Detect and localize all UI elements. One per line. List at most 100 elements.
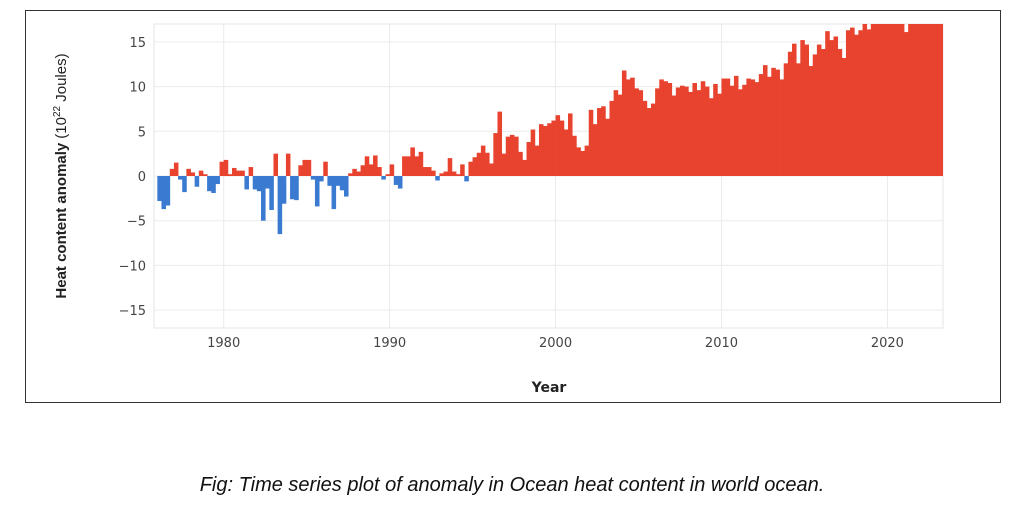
y-axis-unit-exponent: 22 xyxy=(52,105,63,117)
bar xyxy=(584,145,590,176)
bar xyxy=(792,43,797,176)
bar xyxy=(597,108,602,176)
bar xyxy=(381,176,386,180)
bar xyxy=(796,63,801,177)
bar xyxy=(771,67,776,176)
bar xyxy=(825,31,830,177)
y-tick-label: −5 xyxy=(127,215,146,230)
bar xyxy=(874,24,880,176)
bar xyxy=(265,176,270,189)
bar xyxy=(294,176,299,201)
bar xyxy=(240,170,245,176)
figure-caption: Fig: Time series plot of anomaly in Ocea… xyxy=(199,474,825,496)
bar xyxy=(252,176,258,190)
bar xyxy=(800,40,805,176)
bar xyxy=(642,100,648,176)
bar xyxy=(343,176,349,197)
bar xyxy=(290,176,295,200)
bar xyxy=(908,24,913,176)
bar xyxy=(617,94,623,176)
bar xyxy=(655,88,660,176)
bar xyxy=(688,91,693,176)
x-tick-label: 2010 xyxy=(705,336,738,351)
bar xyxy=(464,176,469,182)
bar xyxy=(165,176,171,206)
bar xyxy=(518,151,523,176)
bar xyxy=(186,168,191,176)
bar xyxy=(368,164,374,176)
bar xyxy=(178,176,183,180)
bar xyxy=(248,167,254,176)
x-tick-label: 2020 xyxy=(871,336,904,351)
bar xyxy=(310,176,316,180)
x-tick-label: 2000 xyxy=(539,336,572,351)
bar xyxy=(733,75,739,176)
bar xyxy=(472,157,478,176)
bar xyxy=(626,79,631,176)
bar xyxy=(439,173,444,176)
bar xyxy=(426,167,432,176)
bar xyxy=(314,176,320,207)
bar xyxy=(659,79,664,176)
bar xyxy=(298,165,303,176)
bar xyxy=(302,159,308,176)
bar xyxy=(223,159,229,176)
bar xyxy=(899,24,905,176)
bar xyxy=(236,170,241,176)
bar xyxy=(215,176,220,185)
bar xyxy=(202,174,208,176)
bar xyxy=(933,24,938,176)
bar xyxy=(422,167,428,176)
bar xyxy=(480,145,486,176)
bar xyxy=(841,57,847,176)
bar xyxy=(650,103,656,176)
bar xyxy=(937,24,942,176)
bar xyxy=(829,40,834,176)
bar xyxy=(522,159,527,176)
bar xyxy=(567,113,573,176)
bar xyxy=(787,51,793,176)
bar xyxy=(356,171,361,176)
bar xyxy=(572,135,577,176)
bar xyxy=(941,24,943,176)
bar xyxy=(555,115,561,176)
bar xyxy=(352,168,357,176)
y-axis-unit-suffix: Joules) xyxy=(53,53,70,106)
bar xyxy=(804,44,809,177)
bar xyxy=(198,170,204,176)
bar xyxy=(630,77,635,176)
bar xyxy=(406,156,411,176)
bar xyxy=(762,65,768,176)
bar xyxy=(704,86,710,176)
bar xyxy=(551,120,556,176)
bar xyxy=(281,176,287,204)
bar xyxy=(505,136,511,176)
bar-series xyxy=(157,24,943,235)
bar xyxy=(331,176,337,210)
bar xyxy=(231,167,237,176)
bar xyxy=(721,78,727,176)
bar xyxy=(895,24,901,176)
bar xyxy=(534,145,540,176)
bar xyxy=(601,106,606,176)
bar xyxy=(190,172,196,176)
bar xyxy=(285,153,291,176)
bar xyxy=(916,24,921,176)
bar xyxy=(833,36,839,177)
bar xyxy=(451,171,457,176)
bar xyxy=(850,27,855,176)
bar xyxy=(489,163,494,176)
bar xyxy=(754,82,760,176)
bar xyxy=(244,176,249,190)
bar xyxy=(501,153,507,176)
bar xyxy=(547,123,552,176)
bar xyxy=(912,24,917,176)
bar xyxy=(227,174,233,176)
bar xyxy=(323,161,328,176)
bar xyxy=(219,161,225,176)
bar xyxy=(526,142,532,176)
bar xyxy=(261,176,266,221)
bar xyxy=(646,108,652,176)
bar xyxy=(779,79,785,176)
bar xyxy=(485,152,490,176)
